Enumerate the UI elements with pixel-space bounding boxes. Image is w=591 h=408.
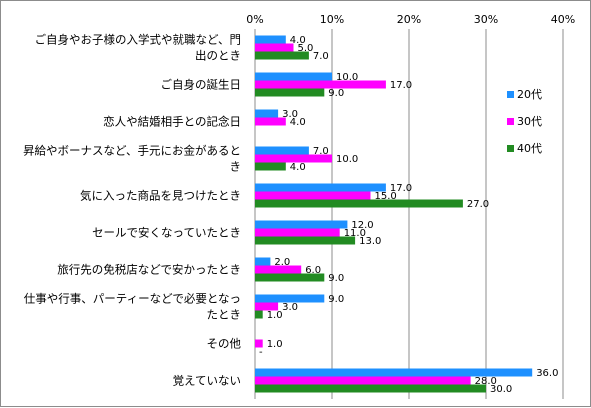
bar xyxy=(255,183,386,192)
x-tick-label: 30% xyxy=(474,13,498,26)
category-group: 気に入った商品を見つけたとき 17.015.0 27.0 xyxy=(80,183,489,210)
data-label: 17.0 xyxy=(390,183,412,194)
category-label: ご自身の誕生日 xyxy=(161,78,242,92)
x-tick-label: 0% xyxy=(246,13,263,26)
bar xyxy=(255,228,340,237)
bar xyxy=(255,162,286,171)
bar xyxy=(255,80,386,89)
bar xyxy=(255,384,486,393)
data-label: 9.0 xyxy=(328,88,344,99)
data-label: 4.0 xyxy=(290,162,306,173)
data-label: 1.0 xyxy=(267,339,283,350)
data-label: 28.0 xyxy=(475,376,497,387)
bar xyxy=(255,88,325,97)
bar xyxy=(255,117,286,126)
bar xyxy=(255,51,309,60)
bar xyxy=(255,199,463,208)
bar xyxy=(255,257,271,266)
category-label: その他 xyxy=(207,337,242,351)
bar xyxy=(255,265,302,274)
category-label: 恋人や結婚相手との記念日 xyxy=(103,115,241,129)
bar xyxy=(255,154,332,163)
bar xyxy=(255,35,286,44)
legend-label: 20代 xyxy=(517,88,542,101)
bar xyxy=(255,191,371,200)
data-label: 11.0 xyxy=(344,228,366,239)
x-tick-label: 40% xyxy=(551,13,575,26)
bar xyxy=(255,302,279,311)
category-label: 覚えていない xyxy=(173,374,241,388)
category-label: たとき xyxy=(207,308,242,322)
data-label: - xyxy=(259,347,263,358)
category-label: き xyxy=(230,160,242,174)
bar xyxy=(255,146,309,155)
bar xyxy=(255,310,263,319)
data-label: 10.0 xyxy=(336,154,358,165)
category-group: セールで安くなっていたとき 12.011.013.0 xyxy=(92,220,381,247)
data-label: 9.0 xyxy=(328,273,344,284)
legend-swatch xyxy=(507,145,514,152)
category-group: その他 1.0- xyxy=(207,337,283,359)
category-group: 旅行先の免税店などで安かったとき 2.0 6.0 9.0 xyxy=(57,257,344,284)
data-label: 1.0 xyxy=(267,310,283,321)
data-label: 27.0 xyxy=(467,199,489,210)
bar xyxy=(255,72,332,81)
category-label: ご自身やお子様の入学式や就職など、門 xyxy=(35,33,241,47)
bar xyxy=(255,294,325,303)
data-label: 13.0 xyxy=(359,236,381,247)
data-label: 17.0 xyxy=(390,80,412,91)
data-label: 3.0 xyxy=(282,302,298,313)
data-label: 6.0 xyxy=(305,265,321,276)
data-label: 15.0 xyxy=(375,191,397,202)
category-label: 気に入った商品を見つけたとき xyxy=(80,189,241,203)
category-label: 旅行先の免税店などで安かったとき xyxy=(57,263,241,277)
data-label: 4.0 xyxy=(290,35,306,46)
bar xyxy=(255,376,471,385)
bar xyxy=(255,109,279,118)
x-tick-label: 10% xyxy=(320,13,344,26)
category-label: 昇給やボーナスなど、手元にお金があると xyxy=(23,144,241,158)
category-group: 恋人や結婚相手との記念日 3.04.0 xyxy=(103,109,306,129)
data-label: 4.0 xyxy=(290,117,306,128)
legend-swatch xyxy=(507,118,514,125)
category-group: ご自身の誕生日 10.0 17.0 9.0 xyxy=(161,72,413,99)
category-label: セールで安くなっていたとき xyxy=(92,226,241,240)
bar xyxy=(255,236,356,245)
category-label: 出のとき xyxy=(195,49,241,63)
data-label: 2.0 xyxy=(274,257,290,268)
bar xyxy=(255,339,263,348)
bar xyxy=(255,220,348,229)
data-label: 30.0 xyxy=(490,384,512,395)
data-label: 36.0 xyxy=(536,368,558,379)
data-label: 10.0 xyxy=(336,72,358,83)
x-tick-label: 20% xyxy=(397,13,421,26)
bar xyxy=(255,368,533,377)
data-label: 12.0 xyxy=(351,220,373,231)
category-label: 仕事や行事、パーティーなどで必要となっ xyxy=(24,292,241,306)
data-label: 3.0 xyxy=(282,109,298,120)
data-label: 7.0 xyxy=(313,146,329,157)
bar xyxy=(255,43,294,52)
bar xyxy=(255,273,325,282)
legend-swatch xyxy=(507,91,514,98)
data-label: 9.0 xyxy=(328,294,344,305)
legend-label: 40代 xyxy=(517,142,542,155)
category-group: 覚えていない 36.0 28.030.0 xyxy=(173,368,559,395)
data-label: 5.0 xyxy=(298,43,314,54)
data-label: 7.0 xyxy=(313,51,329,62)
legend-label: 30代 xyxy=(517,115,542,128)
